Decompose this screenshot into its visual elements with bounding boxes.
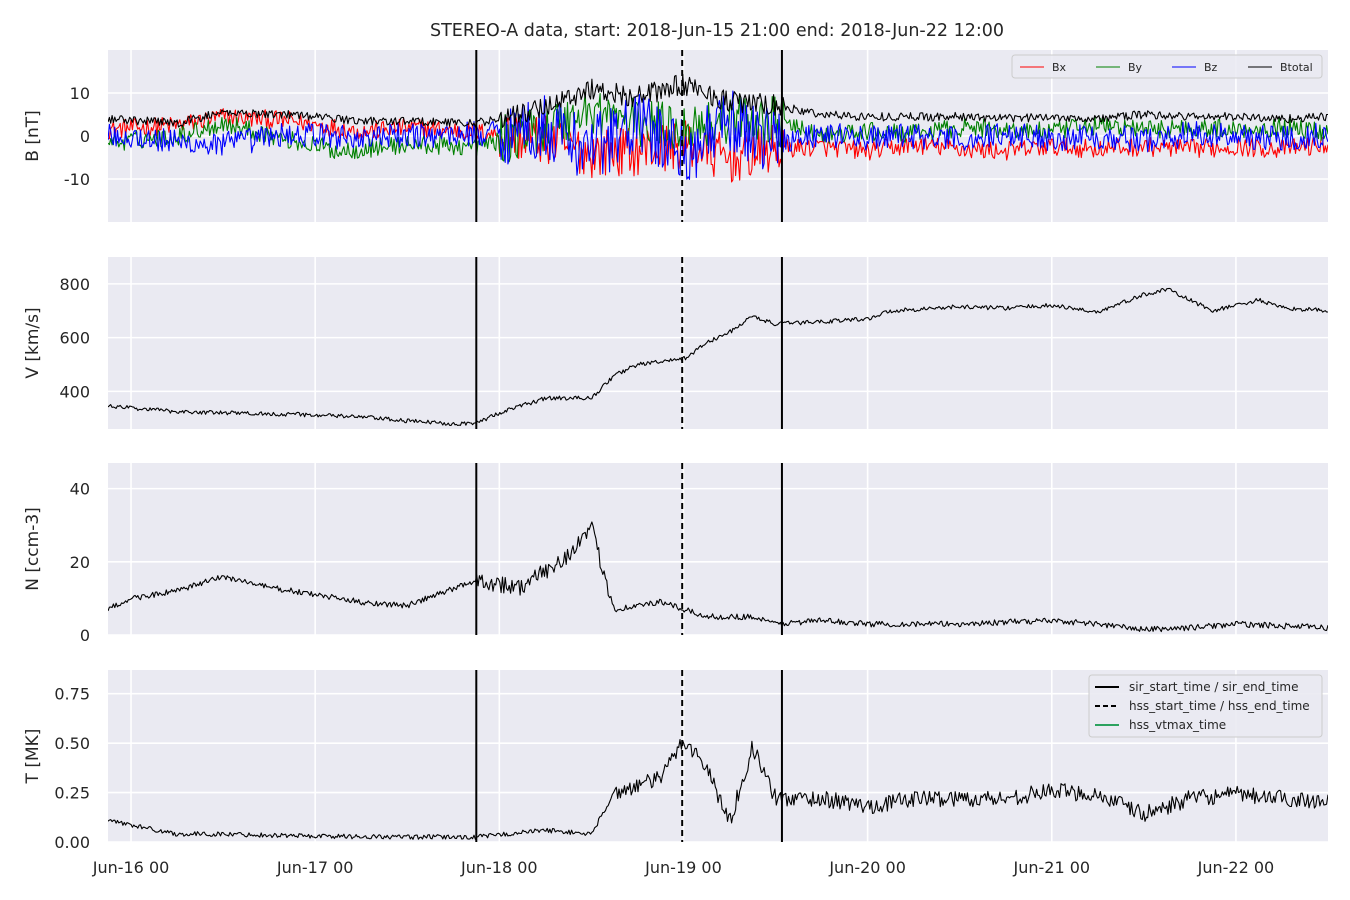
series-line-By [108, 92, 1328, 163]
x-tick-label: Jun-21 00 [1012, 858, 1090, 877]
series-group [108, 73, 1328, 183]
plot-background [108, 257, 1328, 429]
x-tick-label: Jun-17 00 [276, 858, 354, 877]
y-tick-label: 800 [59, 275, 90, 294]
legend-box [1011, 54, 1323, 79]
series-group [108, 287, 1328, 427]
legend-events: sir_start_time / sir_end_time hss_start_t… [1088, 674, 1323, 738]
y-axis-label: N [ccm-3] [23, 507, 43, 591]
legend-label: hss_vtmax_time [1129, 718, 1226, 732]
legend-box [1088, 674, 1323, 738]
series-group [108, 738, 1328, 840]
y-tick-label: 10 [70, 84, 90, 103]
series-line-Btotal [108, 73, 1328, 128]
chart-title: STEREO-A data, start: 2018-Jun-15 21:00 … [430, 21, 1004, 41]
legend-label: Bx [1052, 61, 1067, 74]
y-tick-label: 0.00 [54, 833, 90, 852]
y-tick-label: 0.50 [54, 734, 90, 753]
y-tick-label: 40 [70, 480, 90, 499]
x-tick-label: Jun-16 00 [92, 858, 170, 877]
panel-B: -10 0 10 B [nT] Bx By Bz Btotal [23, 50, 1328, 222]
legend-label: Bz [1204, 61, 1218, 74]
series-line-Bx [108, 108, 1328, 183]
x-tick-label: Jun-19 00 [644, 858, 722, 877]
legend-label: Btotal [1280, 61, 1313, 74]
plot-background [108, 463, 1328, 635]
x-tick-label: Jun-22 00 [1197, 858, 1275, 877]
legend-label: hss_start_time / hss_end_time [1129, 699, 1310, 713]
series-line-N [108, 521, 1328, 633]
y-axis-label: V [km/s] [23, 307, 43, 378]
y-tick-label: 600 [59, 329, 90, 348]
x-tick-label: Jun-18 00 [460, 858, 538, 877]
series-group [108, 521, 1328, 633]
series-line-T [108, 738, 1328, 840]
y-tick-label: 0.25 [54, 784, 90, 803]
series-line-V [108, 287, 1328, 427]
y-tick-label: 400 [59, 382, 90, 401]
legend-b: Bx By Bz Btotal [1011, 54, 1323, 79]
panel-T: 0.00 0.25 0.50 0.75 T [MK] Jun-16 00 Jun-17 00… [23, 670, 1328, 877]
x-tick-label: Jun-20 00 [828, 858, 906, 877]
y-tick-label: 0 [80, 626, 90, 645]
y-tick-label: 20 [70, 553, 90, 572]
legend-label: By [1128, 61, 1143, 74]
y-tick-label: 0.75 [54, 685, 90, 704]
panel-N: 0 20 40 N [ccm-3] [23, 463, 1328, 645]
y-tick-label: 0 [80, 127, 90, 146]
y-axis-label: B [nT] [23, 110, 43, 162]
panel-V: 400 600 800 V [km/s] [23, 257, 1328, 429]
y-axis-label: T [MK] [23, 729, 43, 785]
y-tick-label: -10 [64, 170, 90, 189]
legend-label: sir_start_time / sir_end_time [1129, 680, 1299, 694]
